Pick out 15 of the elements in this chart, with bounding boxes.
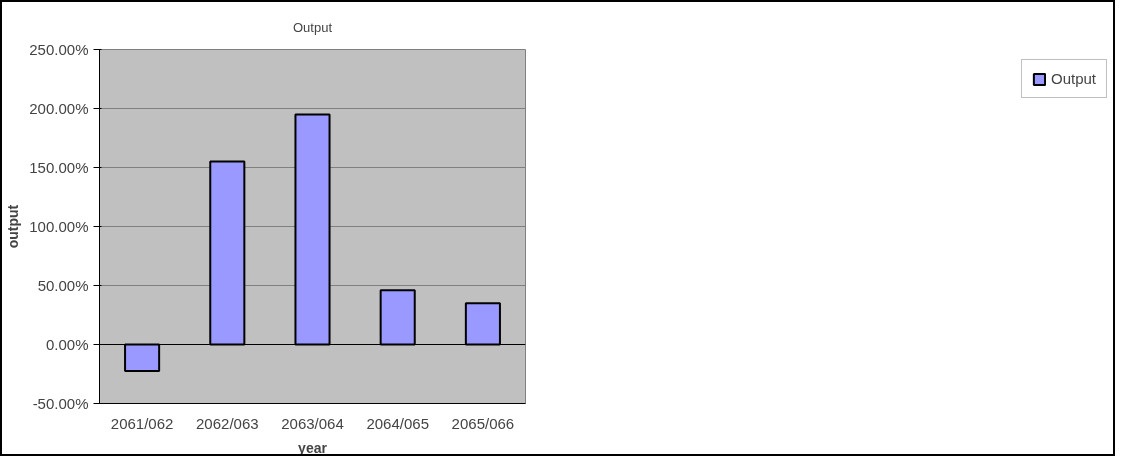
y-tick-label: 50.00% [37, 277, 89, 294]
x-tick-label: 2062/063 [196, 414, 259, 432]
x-tick-label: 2065/066 [451, 414, 515, 432]
chart-title: Output [292, 19, 333, 35]
y-tick-label: 250.00% [29, 41, 89, 58]
x-tick-label: 2064/065 [366, 414, 429, 432]
y-tick-label: 100.00% [29, 218, 89, 235]
y-tick-label: 200.00% [29, 100, 89, 117]
x-tick-label: 2063/064 [281, 414, 344, 432]
x-tick-label: 2061/062 [110, 414, 174, 432]
legend-label: Output [1050, 70, 1096, 87]
y-axis-title: output [5, 204, 22, 249]
y-tick-label: 0.00% [45, 336, 89, 353]
y-tick-label: 150.00% [29, 159, 89, 176]
y-tick-label: -50.00% [32, 395, 89, 412]
